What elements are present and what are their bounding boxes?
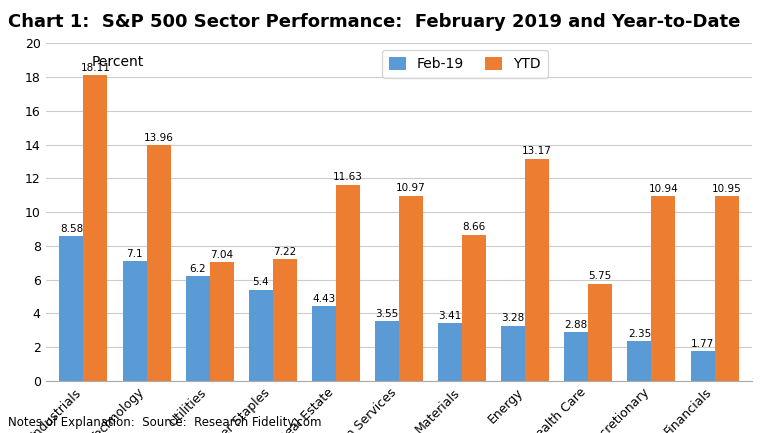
Text: 2.88: 2.88 bbox=[565, 320, 588, 330]
Bar bbox=[651, 196, 676, 381]
Bar bbox=[375, 321, 399, 381]
Bar bbox=[336, 184, 360, 381]
Text: 13.96: 13.96 bbox=[144, 133, 173, 143]
Bar bbox=[147, 145, 170, 381]
Text: 5.4: 5.4 bbox=[252, 277, 269, 288]
Text: 7.1: 7.1 bbox=[126, 249, 143, 259]
Text: 1.77: 1.77 bbox=[691, 339, 714, 349]
Bar bbox=[588, 284, 613, 381]
Bar bbox=[462, 235, 486, 381]
Text: 11.63: 11.63 bbox=[333, 172, 363, 182]
Bar bbox=[84, 75, 107, 381]
Text: 18.11: 18.11 bbox=[81, 63, 110, 73]
Bar bbox=[59, 236, 84, 381]
Bar bbox=[565, 333, 588, 381]
Text: 10.97: 10.97 bbox=[396, 183, 426, 193]
Text: Notes of Explanation:  Source:  Research Fidelity.com: Notes of Explanation: Source: Research F… bbox=[8, 416, 321, 429]
Text: 10.95: 10.95 bbox=[711, 184, 742, 194]
Text: 6.2: 6.2 bbox=[189, 264, 206, 274]
Text: 8.58: 8.58 bbox=[60, 223, 83, 234]
Text: 7.04: 7.04 bbox=[210, 249, 233, 260]
Text: 10.94: 10.94 bbox=[648, 184, 678, 194]
Text: 3.41: 3.41 bbox=[439, 311, 462, 321]
Bar bbox=[502, 326, 525, 381]
Legend: Feb-19, YTD: Feb-19, YTD bbox=[382, 50, 547, 78]
Text: 8.66: 8.66 bbox=[463, 222, 486, 232]
Bar bbox=[312, 306, 336, 381]
Text: 2.35: 2.35 bbox=[628, 329, 651, 339]
Text: Percent: Percent bbox=[92, 55, 144, 69]
Bar bbox=[185, 276, 210, 381]
Text: 3.55: 3.55 bbox=[375, 309, 399, 319]
Bar bbox=[273, 259, 296, 381]
Bar bbox=[122, 261, 147, 381]
Text: 7.22: 7.22 bbox=[273, 246, 296, 257]
Bar bbox=[628, 341, 651, 381]
Bar bbox=[249, 290, 273, 381]
Bar bbox=[691, 351, 714, 381]
Bar bbox=[399, 196, 423, 381]
Text: 3.28: 3.28 bbox=[502, 313, 525, 323]
Text: 5.75: 5.75 bbox=[589, 271, 612, 281]
Bar bbox=[210, 262, 233, 381]
Bar bbox=[714, 196, 739, 381]
Text: 4.43: 4.43 bbox=[312, 294, 335, 304]
Bar bbox=[525, 158, 549, 381]
Bar bbox=[438, 323, 462, 381]
Text: 13.17: 13.17 bbox=[522, 146, 553, 156]
Text: Chart 1:  S&P 500 Sector Performance:  February 2019 and Year-to-Date: Chart 1: S&P 500 Sector Performance: Feb… bbox=[8, 13, 740, 31]
